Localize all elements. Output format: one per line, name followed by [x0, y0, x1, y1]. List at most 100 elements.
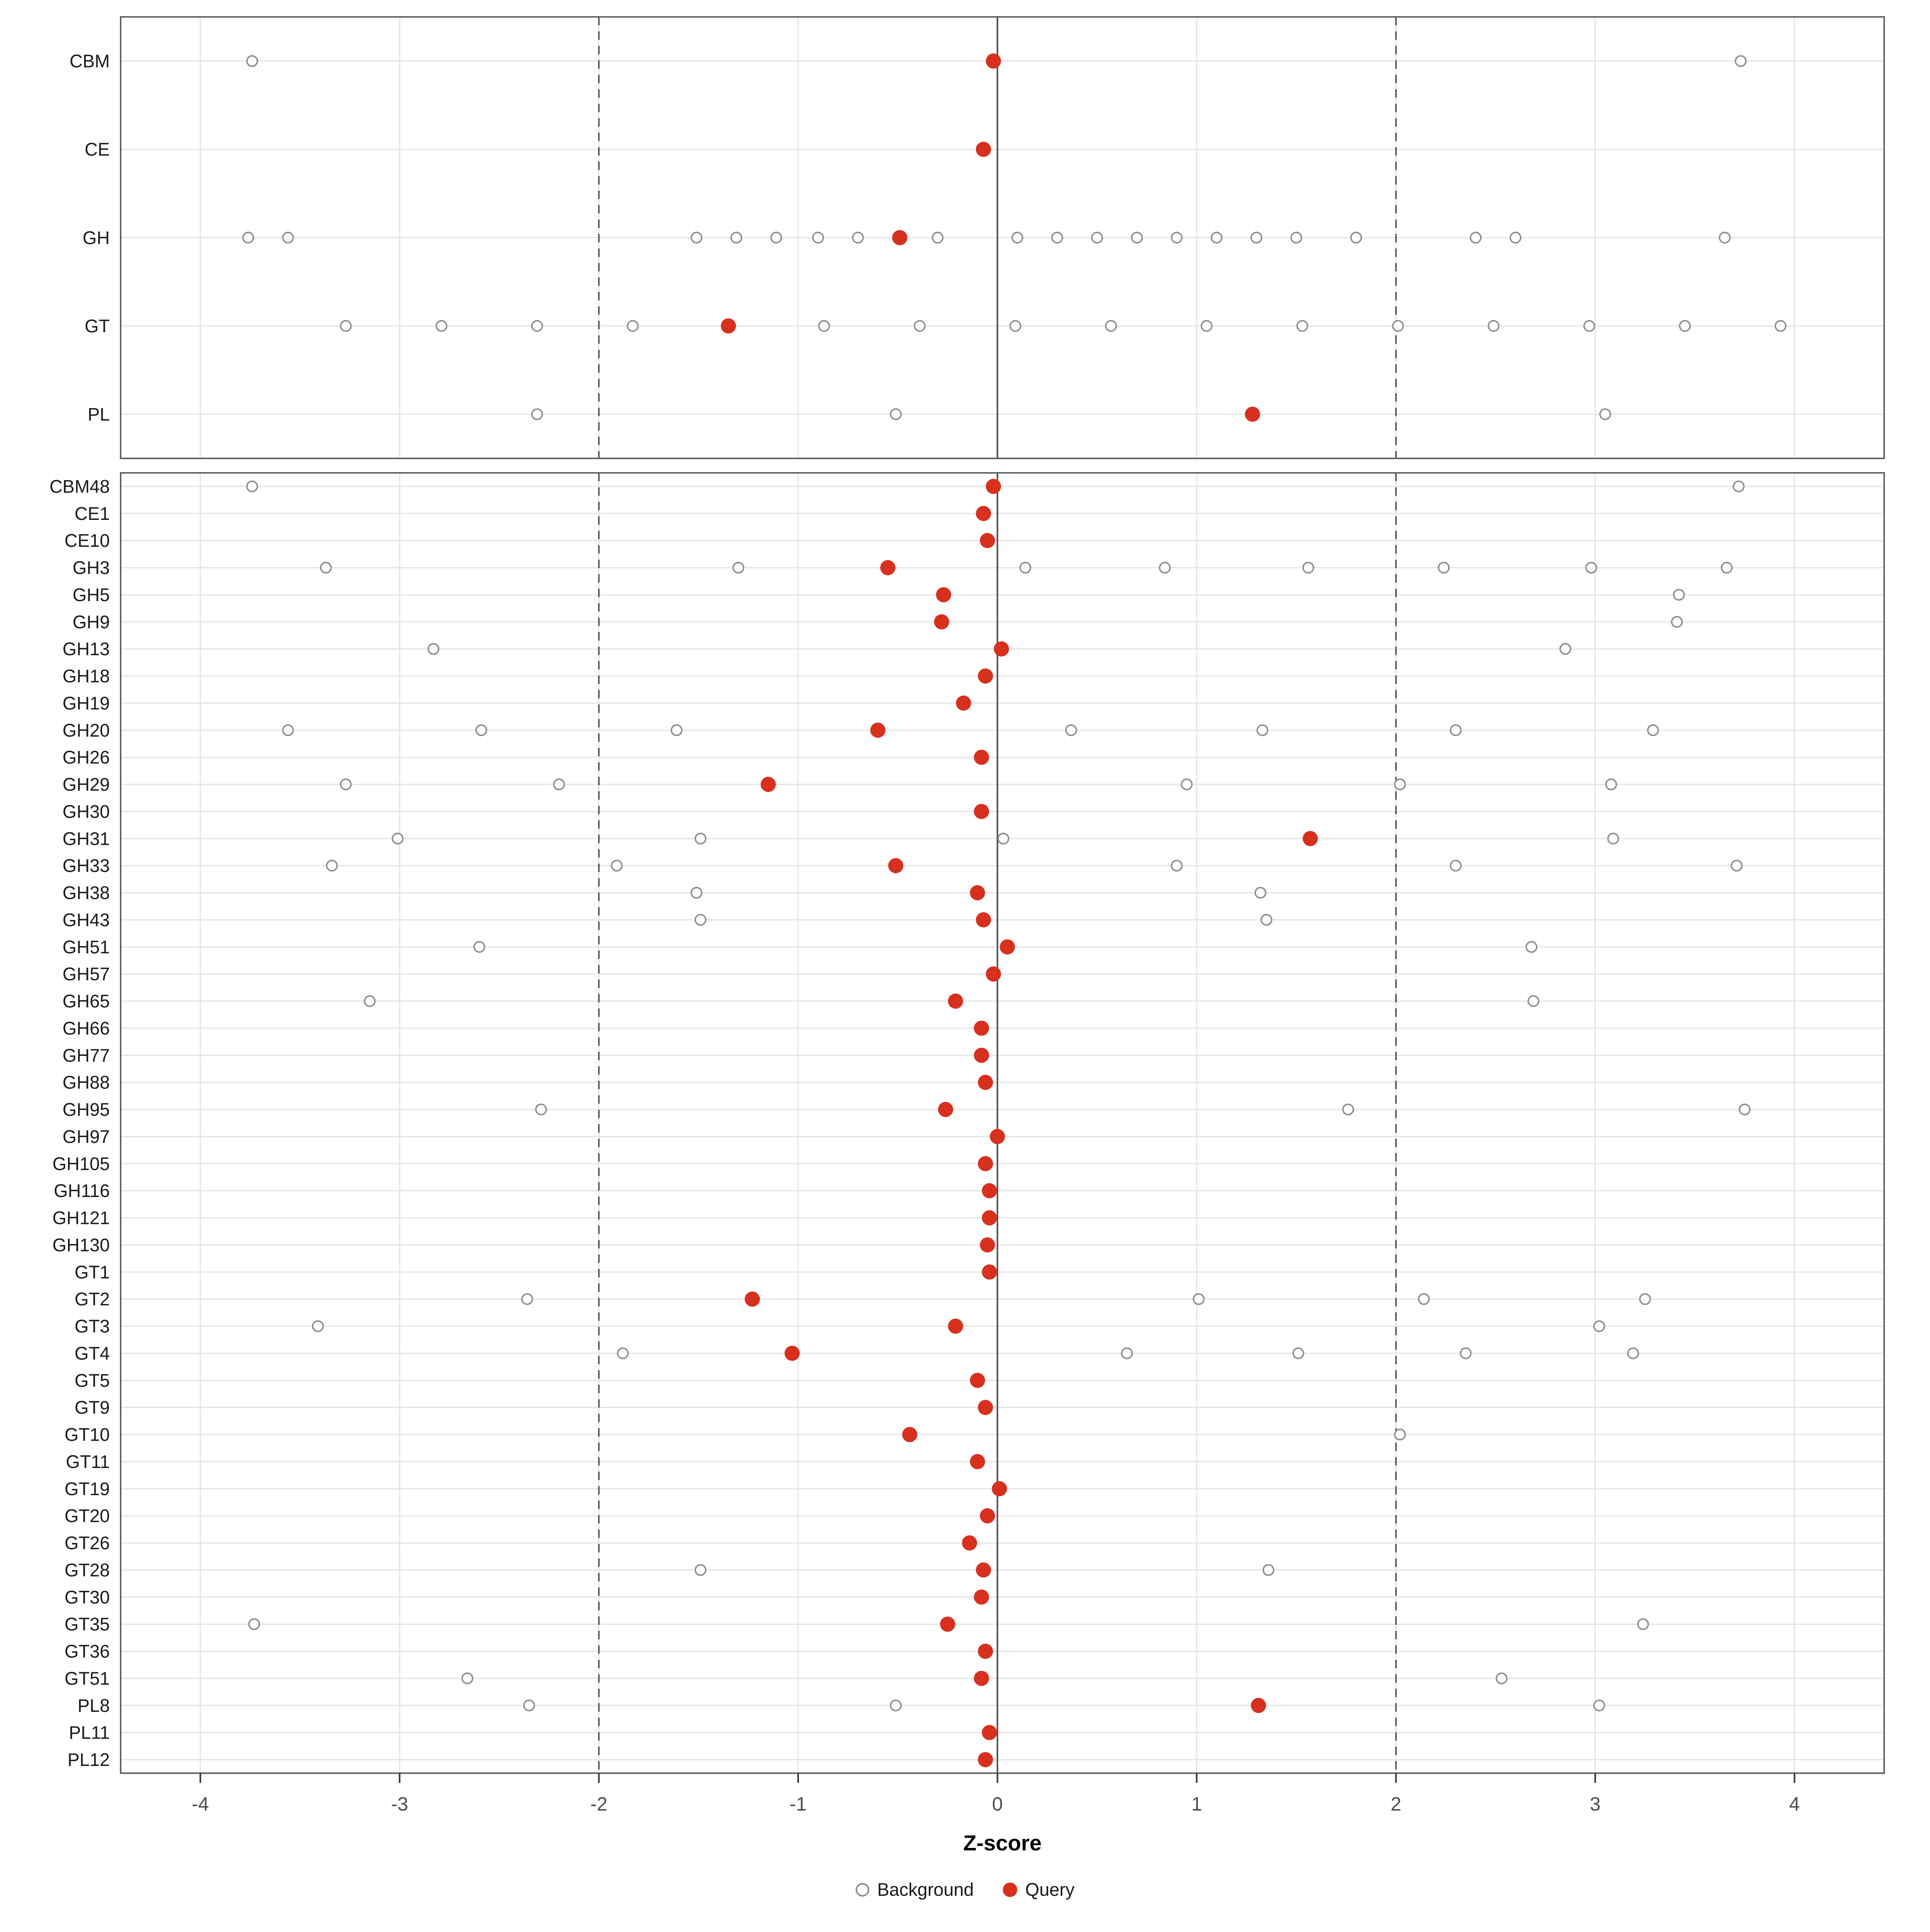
background-point	[1438, 562, 1450, 574]
ytick-label: GT1	[74, 1262, 110, 1282]
xtick-label: 2	[1390, 1794, 1401, 1815]
background-point	[1290, 232, 1302, 244]
xtick-label: 3	[1590, 1794, 1601, 1815]
query-point	[1000, 939, 1015, 955]
background-point	[626, 320, 639, 332]
query-point	[1245, 407, 1260, 422]
legend-item-background: Background	[855, 1879, 974, 1900]
background-point	[617, 1347, 629, 1359]
query-point	[974, 1047, 989, 1063]
xtick-label: -3	[391, 1794, 408, 1815]
background-point	[1262, 1564, 1275, 1576]
background-point	[1605, 778, 1617, 790]
background-point	[1296, 320, 1308, 332]
query-point	[994, 641, 1009, 657]
legend-label-query: Query	[1025, 1879, 1075, 1900]
ytick-label: GT20	[64, 1506, 110, 1526]
background-point	[523, 1699, 535, 1712]
query-point	[977, 1075, 993, 1090]
ytick-label: GH51	[62, 937, 110, 957]
ytick-label: GH66	[62, 1018, 110, 1039]
query-point	[990, 1129, 1005, 1144]
ytick-label: GH43	[62, 910, 110, 930]
ytick-label: GH30	[62, 801, 110, 822]
background-point	[340, 320, 352, 332]
query-point	[948, 993, 963, 1009]
background-point	[392, 832, 404, 845]
background-point	[1250, 232, 1263, 244]
ytick-label: GT30	[64, 1587, 110, 1608]
background-point	[1131, 232, 1143, 244]
background-point	[932, 232, 944, 244]
ytick-label: GT51	[64, 1668, 110, 1689]
ytick-label: GH95	[62, 1099, 110, 1120]
xtick-label: 1	[1191, 1794, 1202, 1815]
ytick-label: GH3	[72, 558, 110, 578]
query-point	[981, 1264, 997, 1280]
background-point	[1470, 232, 1482, 244]
background-point	[521, 1293, 533, 1305]
ytick-label: CE	[84, 139, 110, 160]
panel-border	[120, 16, 1885, 459]
query-point	[902, 1427, 918, 1442]
ytick-label: GH18	[62, 666, 110, 686]
background-point	[1739, 1103, 1751, 1116]
ytick-label: GH31	[62, 828, 110, 849]
background-point	[461, 1672, 474, 1684]
background-point	[1583, 320, 1595, 332]
ytick-label: GH5	[72, 585, 110, 605]
xtick-label: -1	[790, 1794, 807, 1815]
xtick-label: 0	[992, 1794, 1003, 1815]
ytick-label: GH57	[62, 964, 110, 984]
background-point	[611, 860, 623, 872]
background-point	[1450, 860, 1462, 872]
query-point	[934, 614, 949, 630]
query-point	[977, 668, 993, 684]
ytick-label: CE10	[64, 530, 110, 551]
background-point	[914, 320, 926, 332]
background-point	[812, 232, 824, 244]
background-point	[1671, 616, 1683, 628]
ytick-label: GH38	[62, 883, 110, 903]
query-point	[938, 1102, 953, 1117]
query-point	[970, 1454, 985, 1470]
background-point	[1051, 232, 1063, 244]
background-point	[1599, 408, 1611, 420]
background-point	[435, 320, 448, 332]
background-point	[1679, 320, 1691, 332]
background-point	[1559, 643, 1571, 655]
background-point	[1211, 232, 1223, 244]
background-point	[890, 1699, 902, 1712]
background-point	[1091, 232, 1103, 244]
ytick-label: GH13	[62, 639, 110, 659]
panel-family-level: CBM CE GH GT PL	[70, 16, 1885, 459]
background-point	[1639, 1293, 1651, 1305]
ytick-label: GT9	[74, 1397, 110, 1418]
background-point	[531, 320, 543, 332]
ytick-label: GH	[83, 228, 110, 248]
background-point	[1254, 887, 1267, 899]
background-point	[671, 724, 683, 736]
background-point	[531, 408, 543, 420]
background-point	[1495, 1672, 1508, 1684]
background-point	[363, 995, 376, 1007]
background-point	[1181, 778, 1193, 790]
query-point	[956, 695, 971, 711]
background-point	[1065, 724, 1077, 736]
background-point	[732, 562, 745, 574]
background-point	[1257, 724, 1269, 736]
background-point	[694, 1564, 706, 1576]
legend-label-background: Background	[877, 1879, 974, 1900]
query-point	[1302, 831, 1318, 846]
background-point	[690, 887, 702, 899]
background-point	[1487, 320, 1500, 332]
background-point	[1460, 1347, 1472, 1359]
background-point	[1528, 995, 1540, 1007]
background-marker-icon	[855, 1883, 869, 1897]
background-point	[852, 232, 864, 244]
query-point	[986, 966, 1001, 982]
ytick-label: GT10	[64, 1425, 110, 1445]
query-point	[870, 723, 886, 738]
query-point	[981, 1210, 997, 1226]
